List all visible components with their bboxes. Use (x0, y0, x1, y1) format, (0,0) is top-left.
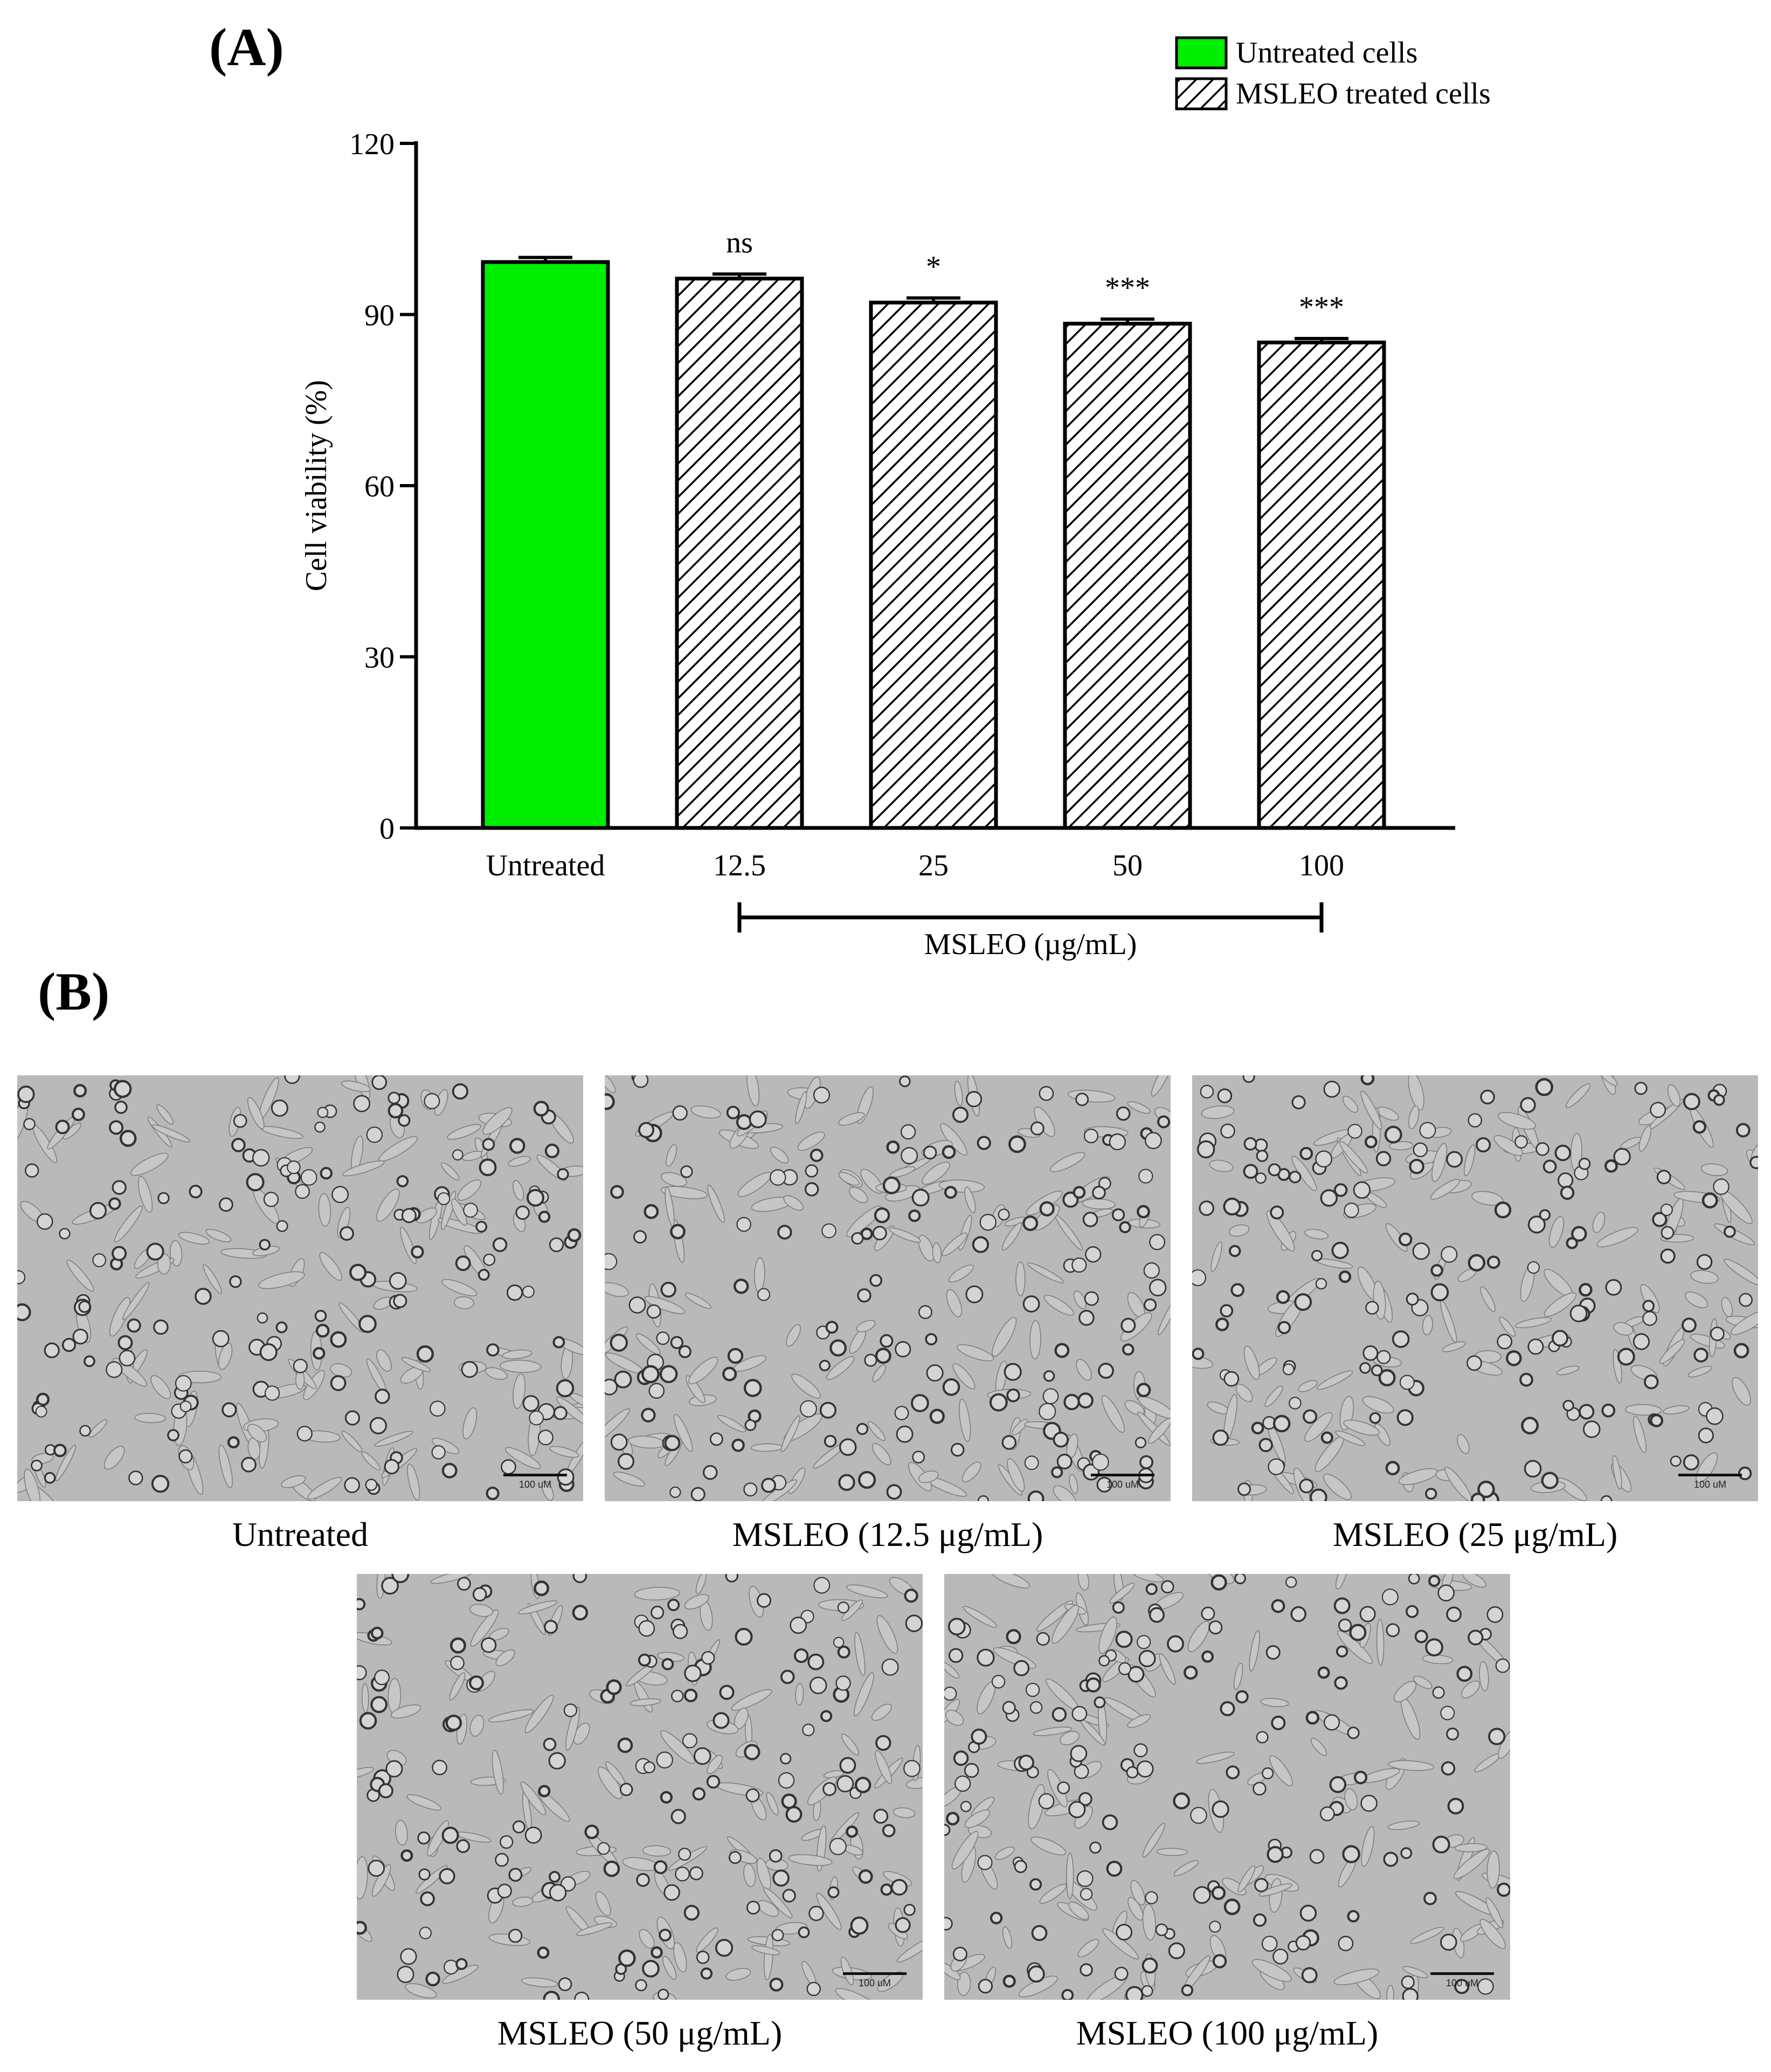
significance-label: *** (1299, 291, 1344, 324)
y-tick-label: 90 (364, 299, 395, 333)
scale-bar (1678, 1474, 1742, 1476)
scale-label: 100 uM (1693, 1479, 1727, 1490)
micrograph-untreated: 100 uM (17, 1075, 583, 1501)
scale-bar (1091, 1474, 1154, 1476)
legend-label: Untreated cells (1236, 36, 1417, 70)
micrograph-12-5: 100 uM (605, 1075, 1171, 1501)
bar-12.5 (675, 277, 804, 830)
panel-a-label: (A) (209, 17, 284, 77)
significance-label: * (926, 250, 941, 284)
scale-label: 100 uM (858, 1978, 891, 1988)
x-axis-label: MSLEO (µg/mL) (924, 928, 1137, 961)
caption-12-5: MSLEO (12.5 μg/mL) (732, 1515, 1043, 1553)
bar-25 (869, 300, 998, 830)
micrograph-25: 100 uM (1192, 1075, 1758, 1501)
y-tick-label: 120 (349, 128, 395, 161)
bar-50 (1063, 321, 1192, 830)
caption-untreated: Untreated (232, 1515, 369, 1553)
scale-bar (843, 1972, 907, 1975)
cell-texture (1192, 1075, 1758, 1501)
significance-label: ns (726, 226, 753, 259)
scale-bar (503, 1474, 567, 1476)
scale-label: 100 uM (1106, 1479, 1139, 1490)
x-tick-label: 25 (918, 849, 949, 882)
x-tick-label: Untreated (486, 849, 605, 882)
caption-25: MSLEO (25 μg/mL) (1332, 1515, 1618, 1553)
scale-label: 100 uM (1445, 1978, 1479, 1988)
significance-label: *** (1105, 271, 1150, 305)
panel-b-label: (B) (38, 962, 110, 1021)
legend-swatch-treated (1175, 77, 1228, 110)
bar-Untreated (481, 260, 610, 830)
x-tick-label: 100 (1299, 849, 1344, 882)
y-tick-label: 30 (364, 641, 395, 675)
cell-texture (17, 1075, 583, 1501)
legend-swatch-untreated (1175, 36, 1228, 70)
caption-100: MSLEO (100 μg/mL) (1076, 2014, 1379, 2052)
micrograph-100: 100 uM (944, 1574, 1510, 2000)
x-tick-label: 12.5 (713, 849, 766, 882)
cell-texture (605, 1075, 1171, 1501)
y-tick-label: 60 (364, 470, 395, 503)
scale-bar (1430, 1972, 1494, 1975)
cell-texture (357, 1574, 923, 2000)
caption-50: MSLEO (50 μg/mL) (497, 2014, 783, 2052)
legend-label: MSLEO treated cells (1236, 77, 1491, 110)
y-axis-label: Cell viability (%) (300, 380, 333, 591)
micrograph-50: 100 uM (357, 1574, 923, 2000)
cell-texture (944, 1574, 1510, 2000)
x-tick-label: 50 (1112, 849, 1143, 882)
bar-chart: 0 30 60 90 120 Cell viability (%) MSLEO (µg/mL… (300, 36, 1491, 961)
y-tick-label: 0 (379, 812, 395, 846)
bar-100 (1257, 340, 1386, 830)
scale-label: 100 uM (518, 1479, 552, 1490)
